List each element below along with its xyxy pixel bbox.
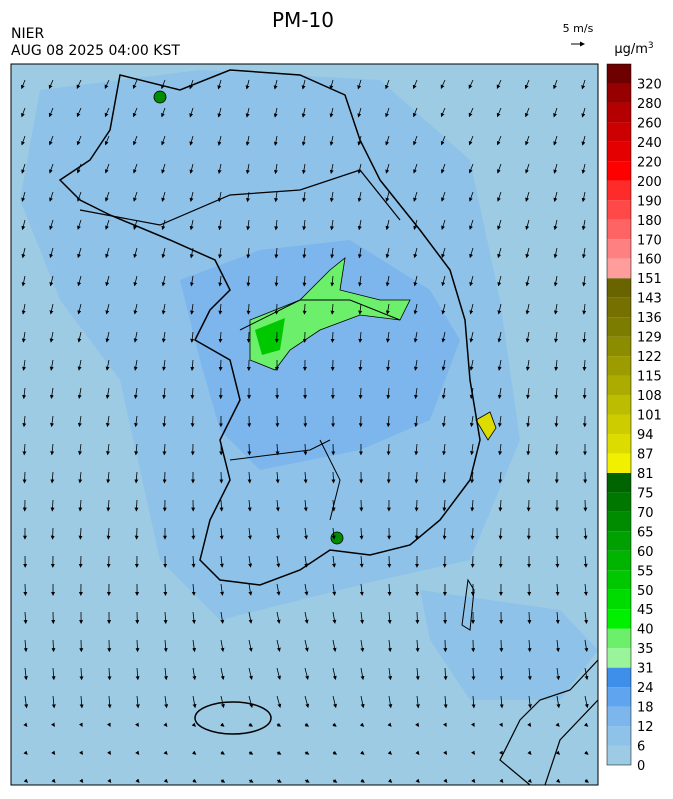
colorbar-label: 320 bbox=[637, 77, 662, 92]
colorbar-label: 24 bbox=[637, 681, 654, 696]
colorbar-segment bbox=[607, 337, 631, 356]
colorbar-label: 101 bbox=[637, 409, 662, 424]
colorbar-label: 151 bbox=[637, 272, 662, 287]
colorbar-label: 18 bbox=[637, 701, 654, 716]
colorbar-label: 40 bbox=[637, 623, 654, 638]
colorbar-segment bbox=[607, 415, 631, 434]
colorbar-segment bbox=[607, 376, 631, 395]
colorbar-segment bbox=[607, 609, 631, 628]
colorbar-label: 12 bbox=[637, 720, 654, 735]
colorbar-segment bbox=[607, 103, 631, 122]
wind-arrow bbox=[556, 444, 557, 455]
colorbar-label: 240 bbox=[637, 136, 662, 151]
colorbar-segment bbox=[607, 473, 631, 492]
time: AUG 08 2025 04:00 KST bbox=[11, 43, 180, 59]
colorbar-segment bbox=[607, 746, 631, 765]
colorbar-segment bbox=[607, 278, 631, 297]
colorbar-label: 87 bbox=[637, 447, 654, 462]
colorbar-segment bbox=[607, 356, 631, 375]
wind-arrow bbox=[192, 416, 193, 426]
wind-arrow bbox=[164, 472, 165, 483]
wind-arrow bbox=[416, 500, 417, 511]
colorbar-label: 220 bbox=[637, 155, 662, 170]
colorbar-label: 129 bbox=[637, 331, 662, 346]
colorbar-segment bbox=[607, 551, 631, 570]
colorbar-segment bbox=[607, 668, 631, 687]
colorbar-segment bbox=[607, 453, 631, 472]
wind-arrow bbox=[557, 556, 558, 567]
wind-arrow bbox=[276, 304, 277, 314]
colorbar-label: 50 bbox=[637, 584, 654, 599]
colorbar-segment bbox=[607, 395, 631, 414]
colorbar-label: 60 bbox=[637, 545, 654, 560]
colorbar-segment bbox=[607, 629, 631, 648]
wind-arrow bbox=[249, 444, 250, 455]
wind-arrow bbox=[500, 528, 501, 539]
colorbar-label: 143 bbox=[637, 292, 662, 307]
colorbar-label: 81 bbox=[637, 467, 654, 482]
colorbar-label: 70 bbox=[637, 506, 654, 521]
wind-arrow bbox=[220, 360, 221, 370]
colorbar-label: 55 bbox=[637, 564, 654, 579]
colorbar-segment bbox=[607, 64, 631, 83]
unit-base: μg/m bbox=[614, 42, 648, 57]
colorbar-segment bbox=[607, 239, 631, 258]
colorbar-label: 0 bbox=[637, 759, 645, 774]
colorbar-segment bbox=[607, 200, 631, 219]
colorbar-label: 160 bbox=[637, 253, 662, 268]
colorbar: 0 6 12 18 24 31 35 40 45 50 55 60 65 70 75 81 87 94 101 108… bbox=[607, 64, 662, 774]
colorbar-segment bbox=[607, 317, 631, 336]
colorbar-label: 170 bbox=[637, 233, 662, 248]
colorbar-label: 190 bbox=[637, 194, 662, 209]
colorbar-segment bbox=[607, 220, 631, 239]
wind-arrow bbox=[360, 388, 361, 398]
colorbar-label: 94 bbox=[637, 428, 654, 443]
colorbar-label: 75 bbox=[637, 486, 654, 501]
colorbar-label: 260 bbox=[637, 116, 662, 131]
colorbar-label: 200 bbox=[637, 175, 662, 190]
unit: μg/m3 bbox=[614, 41, 653, 57]
source: NIER bbox=[11, 26, 44, 42]
colorbar-label: 280 bbox=[637, 97, 662, 112]
colorbar-label: 31 bbox=[637, 662, 654, 677]
colorbar-segment bbox=[607, 161, 631, 180]
wind-arrow bbox=[24, 472, 25, 483]
colorbar-segment bbox=[607, 83, 631, 102]
colorbar-segment bbox=[607, 434, 631, 453]
colorbar-segment bbox=[607, 512, 631, 531]
colorbar-label: 136 bbox=[637, 311, 662, 326]
map bbox=[11, 64, 598, 785]
colorbar-label: 180 bbox=[637, 214, 662, 229]
wind-arrow bbox=[529, 612, 530, 623]
unit-exponent: 3 bbox=[648, 41, 654, 51]
colorbar-segment bbox=[607, 648, 631, 667]
colorbar-label: 45 bbox=[637, 603, 654, 618]
colorbar-segment bbox=[607, 298, 631, 317]
colorbar-label: 35 bbox=[637, 642, 654, 657]
colorbar-segment bbox=[607, 687, 631, 706]
wind-arrow bbox=[388, 444, 389, 455]
wind-arrow bbox=[304, 304, 305, 314]
colorbar-segment bbox=[607, 492, 631, 511]
colorbar-label: 6 bbox=[637, 740, 645, 755]
colorbar-segment bbox=[607, 122, 631, 141]
wind-arrow bbox=[584, 388, 585, 398]
colorbar-segment bbox=[607, 726, 631, 745]
colorbar-segment bbox=[607, 259, 631, 278]
colorbar-segment bbox=[607, 590, 631, 609]
title: PM-10 bbox=[272, 8, 334, 32]
high-concentration bbox=[154, 91, 166, 103]
colorbar-label: 65 bbox=[637, 525, 654, 540]
wind-scale-label: 5 m/s bbox=[563, 22, 594, 35]
colorbar-label: 115 bbox=[637, 370, 662, 385]
colorbar-label: 108 bbox=[637, 389, 662, 404]
colorbar-segment bbox=[607, 707, 631, 726]
colorbar-segment bbox=[607, 181, 631, 200]
colorbar-label: 122 bbox=[637, 350, 662, 365]
colorbar-segment bbox=[607, 531, 631, 550]
colorbar-segment bbox=[607, 142, 631, 161]
colorbar-segment bbox=[607, 570, 631, 589]
high-concentration bbox=[331, 532, 343, 544]
